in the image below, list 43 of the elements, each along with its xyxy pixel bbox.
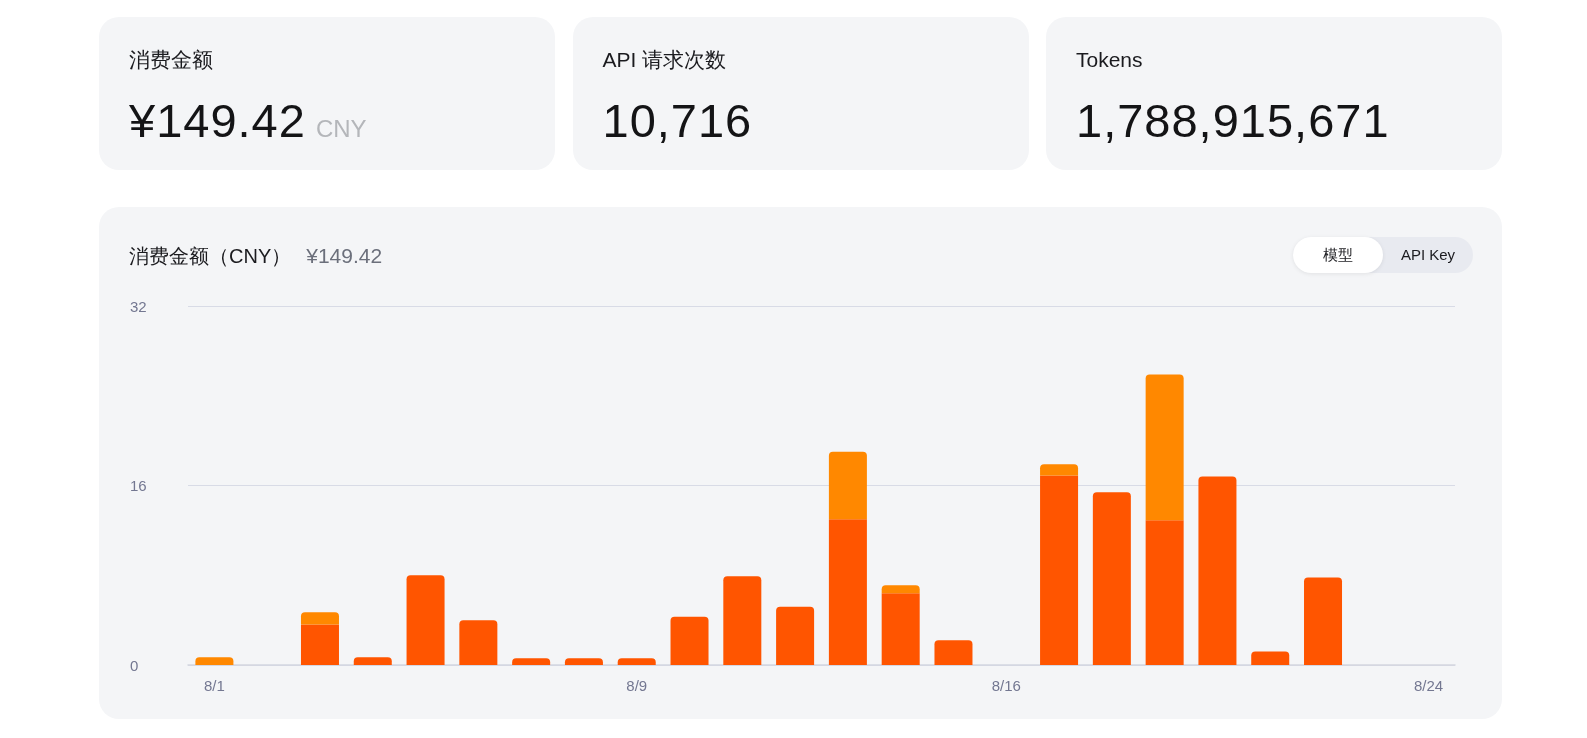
text: API 请求次数 [602, 47, 727, 72]
x-tick-label: 8/16 [991, 677, 1021, 694]
bar [564, 658, 603, 665]
bar [459, 620, 498, 665]
text: 消费金额 [129, 47, 213, 72]
text: CNY [315, 115, 367, 142]
bar [1040, 475, 1079, 665]
text: 1,788,915,671 [1076, 94, 1390, 147]
bar [617, 658, 656, 665]
bar [670, 616, 709, 665]
bar [828, 451, 867, 520]
bar [353, 657, 392, 665]
bar [1145, 374, 1184, 521]
x-tick-label: 8/1 [203, 677, 225, 694]
text: 10,716 [602, 94, 753, 147]
bar [776, 606, 815, 665]
chart-subtitle: ¥149.42 [306, 244, 383, 267]
bar [195, 657, 234, 665]
bar [300, 624, 339, 665]
bar [1040, 464, 1079, 476]
segmented-control: 模型 API Key [1293, 237, 1473, 273]
bar [1092, 492, 1131, 665]
bar [881, 585, 920, 594]
bar [934, 640, 973, 665]
bar [406, 575, 445, 665]
bar [1198, 476, 1237, 665]
x-tick-label: 8/9 [626, 677, 648, 694]
bar [1304, 577, 1343, 665]
toggle-button: 模型 [1293, 237, 1383, 273]
bar [828, 519, 867, 665]
chart-title: 消费金额（CNY） [129, 245, 292, 267]
y-tick-label: 0 [130, 656, 139, 674]
x-tick-label: 8/24 [1414, 677, 1444, 694]
bar [1145, 520, 1184, 665]
bar [1251, 651, 1290, 665]
text: Tokens [1076, 47, 1143, 72]
bar [723, 576, 762, 665]
text: ¥149.42 [129, 94, 306, 147]
y-tick-label: 32 [130, 297, 147, 315]
y-tick-label: 16 [130, 477, 147, 494]
bar [881, 593, 920, 665]
bar [300, 612, 339, 625]
bar [512, 658, 551, 665]
